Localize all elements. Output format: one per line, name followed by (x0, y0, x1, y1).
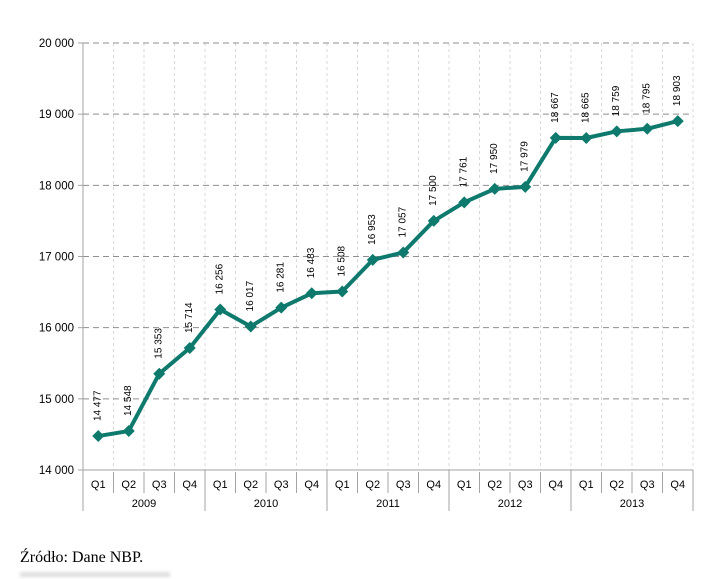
data-label: 18 795 (642, 83, 653, 114)
data-point-marker (183, 342, 196, 355)
data-label: 18 903 (672, 75, 683, 106)
data-point-marker (214, 303, 227, 316)
x-tick-label: Q2 (243, 479, 258, 491)
x-tick-label: Q4 (548, 479, 563, 491)
y-tick-label: 18 000 (39, 180, 74, 192)
data-label: 16 256 (215, 263, 226, 294)
data-label: 14 477 (93, 390, 104, 421)
data-point-marker (397, 246, 410, 259)
x-tick-label: Q4 (304, 479, 319, 491)
data-point-marker (275, 301, 288, 314)
y-tick-label: 19 000 (39, 109, 74, 121)
data-point-marker (580, 132, 593, 145)
x-tick-label: Q3 (396, 479, 411, 491)
data-point-marker (519, 180, 532, 193)
data-point-marker (122, 425, 135, 438)
data-label: 16 281 (276, 262, 287, 293)
data-point-marker (336, 285, 349, 298)
data-label: 15 714 (184, 302, 195, 333)
data-point-marker (610, 125, 623, 138)
data-label: 17 761 (459, 156, 470, 187)
data-label: 17 979 (520, 141, 531, 172)
x-tick-label: Q2 (609, 479, 624, 491)
data-label: 17 057 (398, 206, 409, 237)
data-label: 17 950 (489, 143, 500, 174)
x-tick-label: Q3 (152, 479, 167, 491)
x-tick-label: Q2 (365, 479, 380, 491)
y-tick-label: 16 000 (39, 323, 74, 335)
x-tick-label: Q1 (335, 479, 350, 491)
data-label: 18 665 (581, 92, 592, 123)
year-label: 2013 (620, 498, 644, 510)
x-tick-label: Q1 (457, 479, 472, 491)
data-point-marker (153, 367, 166, 380)
y-tick-label: 17 000 (39, 252, 74, 264)
data-point-marker (549, 131, 562, 144)
data-label: 16 017 (245, 280, 256, 311)
data-label: 17 500 (428, 175, 439, 206)
data-point-marker (92, 430, 105, 443)
data-label: 16 508 (337, 245, 348, 276)
x-tick-label: Q1 (579, 479, 594, 491)
data-label: 18 667 (550, 92, 561, 123)
year-label: 2012 (498, 498, 522, 510)
x-tick-label: Q2 (121, 479, 136, 491)
data-point-marker (488, 182, 501, 195)
data-point-marker (366, 253, 379, 266)
y-tick-label: 20 000 (39, 38, 74, 50)
data-label: 15 353 (154, 328, 165, 359)
x-tick-label: Q2 (487, 479, 502, 491)
year-label: 2010 (254, 498, 278, 510)
data-label: 14 548 (123, 385, 134, 416)
data-point-marker (671, 115, 684, 128)
line-chart-svg: 14 000 15 000 16 000 17 000 18 000 19 000 20 0… (39, 38, 694, 511)
x-tick-label: Q1 (213, 479, 228, 491)
x-tick-label: Q4 (182, 479, 197, 491)
cropped-text-artifact (20, 572, 170, 577)
data-label: 16 953 (367, 214, 378, 245)
data-point-marker (427, 214, 440, 227)
x-tick-label: Q3 (274, 479, 289, 491)
data-point-marker (458, 196, 471, 209)
y-tick-label: 15 000 (39, 394, 74, 406)
year-label: 2011 (376, 498, 400, 510)
x-tick-label: Q4 (670, 479, 685, 491)
data-point-marker (244, 320, 257, 333)
x-tick-label: Q1 (91, 479, 106, 491)
data-point-marker (641, 122, 654, 135)
x-tick-label: Q4 (426, 479, 441, 491)
data-label: 16 483 (306, 247, 317, 278)
y-tick-label: 14 000 (39, 465, 74, 477)
x-tick-label: Q3 (640, 479, 655, 491)
data-point-marker (305, 287, 318, 300)
x-tick-label: Q3 (518, 479, 533, 491)
data-label: 18 759 (611, 85, 622, 116)
source-note: Źródło: Dane NBP. (20, 549, 144, 566)
year-label: 2009 (132, 498, 156, 510)
